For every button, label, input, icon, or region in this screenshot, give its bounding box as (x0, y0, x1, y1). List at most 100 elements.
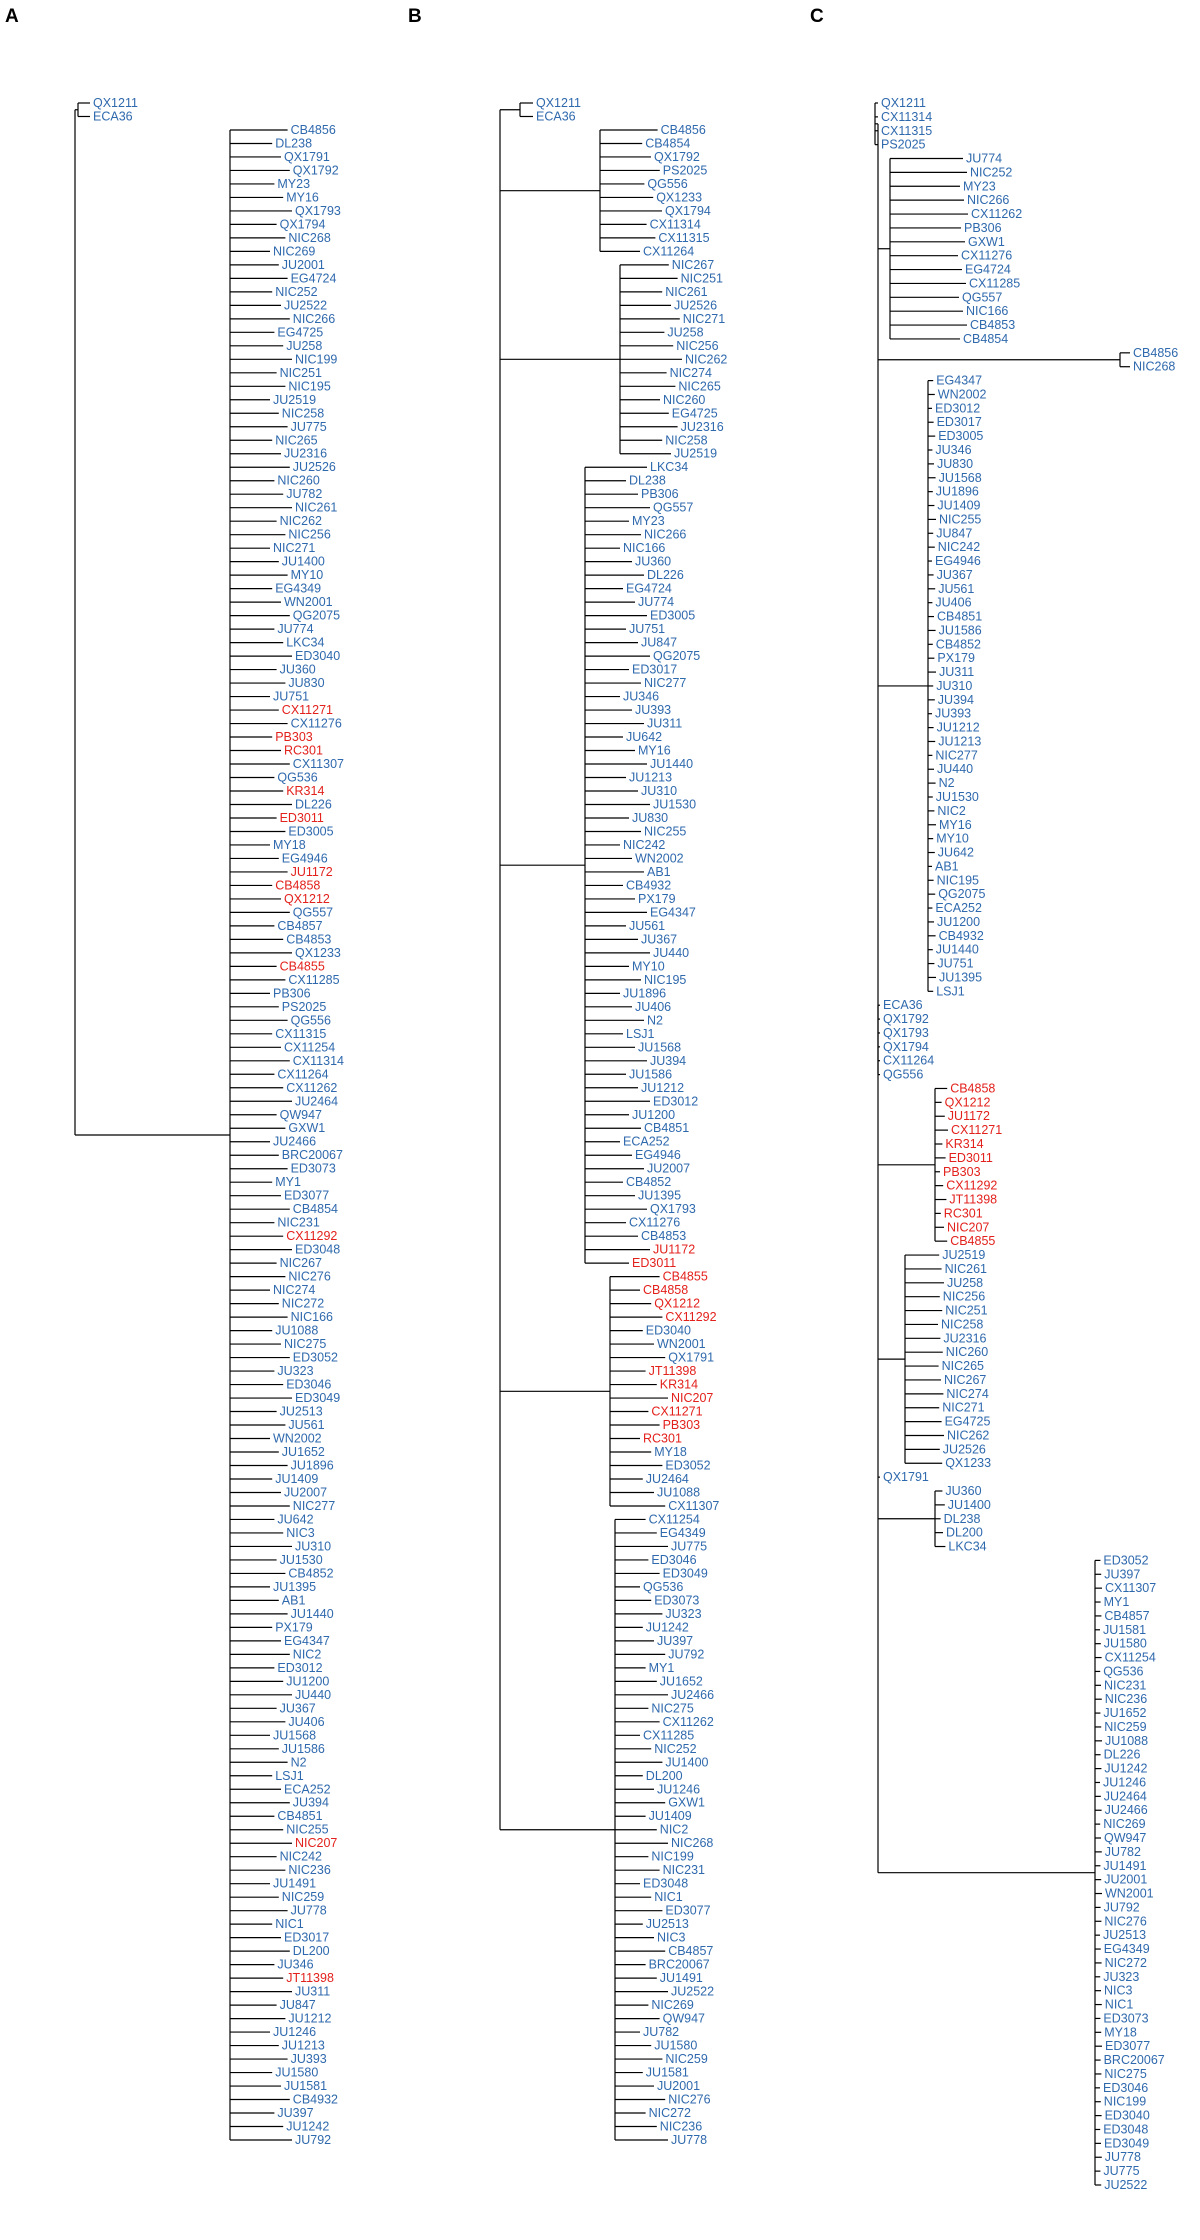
leaf-label: MY18 (1104, 2025, 1137, 2039)
leaf-label: MY23 (963, 179, 996, 193)
leaf-label: NIC260 (946, 1345, 988, 1359)
leaf-label: JU2007 (284, 1485, 327, 1499)
leaf-label: NIC236 (288, 1863, 330, 1877)
leaf-label: ED3077 (665, 1904, 710, 1918)
leaf-label: CX11292 (286, 1229, 337, 1243)
leaf-label: QW947 (1104, 1831, 1146, 1845)
leaf-label: JU2519 (273, 393, 316, 407)
leaf-label: JU440 (653, 946, 689, 960)
leaf-label: EG4724 (626, 582, 672, 596)
leaf-label: QG557 (653, 501, 693, 515)
leaf-label: NIC269 (651, 1998, 693, 2012)
leaf-label: NIC256 (676, 339, 718, 353)
leaf-label: JU847 (280, 1998, 316, 2012)
leaf-label: JU310 (936, 679, 972, 693)
leaf-label: CX11292 (665, 1310, 716, 1324)
leaf-label: EG4946 (282, 851, 328, 865)
leaf-label: JU1581 (646, 2066, 689, 2080)
leaf-label: EG4347 (936, 374, 982, 388)
leaf-label: JU792 (295, 2133, 331, 2147)
leaf-label: JU782 (643, 2025, 679, 2039)
leaf-label: JU2466 (671, 1688, 714, 1702)
leaf-label: BRC20067 (282, 1148, 343, 1162)
leaf-label: JU360 (945, 1484, 981, 1498)
leaf-label: PS2025 (282, 1000, 327, 1014)
leaf-label: QX1212 (284, 892, 330, 906)
leaf-label: JU2001 (282, 258, 325, 272)
leaf-label: JU406 (288, 1715, 324, 1729)
leaf-label: CX11307 (668, 1499, 719, 1513)
leaf-label: AB1 (935, 859, 959, 873)
leaf-label: JU1400 (948, 1498, 991, 1512)
leaf-label: NIC267 (944, 1373, 986, 1387)
leaf-label: CB4857 (1104, 1609, 1149, 1623)
leaf-label: ED3017 (284, 1931, 329, 1945)
leaf-label: NIC275 (284, 1337, 326, 1351)
leaf-label: ED3005 (288, 824, 333, 838)
leaf-label: JU775 (291, 420, 327, 434)
leaf-label: JU1400 (665, 1755, 708, 1769)
leaf-label: JU847 (641, 636, 677, 650)
leaf-label: QX1212 (945, 1095, 991, 1109)
leaf-label: CX11262 (286, 1081, 337, 1095)
leaf-label: BRC20067 (649, 1958, 710, 1972)
leaf-label: EG4725 (672, 406, 718, 420)
leaf-label: JU2522 (1104, 2178, 1147, 2192)
leaf-label: JU561 (288, 1418, 324, 1432)
leaf-label: CB4853 (286, 932, 331, 946)
leaf-label: ED3011 (949, 1151, 993, 1165)
leaf-label: JU774 (638, 595, 674, 609)
leaf-label: CX11314 (650, 217, 701, 231)
leaf-label: CB4854 (963, 332, 1008, 346)
leaf-label: JU311 (939, 665, 974, 679)
leaf-label: JU1896 (291, 1458, 334, 1472)
leaf-label: NIC265 (275, 433, 317, 447)
leaf-label: MY10 (291, 568, 324, 582)
leaf-label: ED3017 (632, 663, 677, 677)
leaf-label: CX11314 (881, 110, 932, 124)
leaf-label: JU397 (657, 1634, 693, 1648)
leaf-label: JU310 (641, 784, 677, 798)
leaf-label: QX1211 (536, 96, 581, 110)
leaf-label: NIC256 (943, 1290, 985, 1304)
leaf-label: CB4851 (644, 1121, 689, 1135)
leaf-label: KR314 (286, 784, 324, 798)
leaf-label: PB306 (273, 986, 311, 1000)
leaf-label: NIC265 (942, 1359, 984, 1373)
leaf-label: ECA252 (284, 1782, 331, 1796)
leaf-label: JU1242 (646, 1620, 689, 1634)
leaf-label: QX1233 (945, 1456, 991, 1470)
leaf-label: ECA252 (623, 1135, 670, 1149)
leaf-label: NIC255 (644, 824, 686, 838)
leaf-label: NIC258 (665, 433, 707, 447)
leaf-label: JU406 (935, 596, 971, 610)
leaf-label: NIC266 (644, 528, 686, 542)
leaf-label: QX1792 (293, 163, 339, 177)
leaf-label: CX11276 (291, 717, 342, 731)
leaf-label: JU394 (938, 693, 974, 707)
leaf-label: ED3048 (295, 1243, 340, 1257)
leaf-label: JU1581 (284, 2079, 327, 2093)
leaf-label: NIC252 (275, 285, 317, 299)
leaf-label: JU1530 (653, 797, 696, 811)
leaf-label: QG2075 (293, 609, 340, 623)
leaf-label: NIC269 (1103, 1817, 1145, 1831)
leaf-label: ED3046 (651, 1553, 696, 1567)
leaf-label: JU2466 (1105, 1803, 1148, 1817)
leaf-label: NIC274 (670, 366, 712, 380)
leaf-label: MY10 (936, 832, 969, 846)
leaf-label: NIC199 (1104, 2095, 1146, 2109)
leaf-label: QX1794 (280, 217, 326, 231)
leaf-label: NIC277 (644, 676, 686, 690)
leaf-label: JU1212 (937, 721, 980, 735)
leaf-label: NIC258 (941, 1317, 983, 1331)
leaf-label: DL238 (275, 136, 312, 150)
leaf-label: PS2025 (881, 138, 926, 152)
leaf-label: JU1213 (629, 771, 672, 785)
leaf-label: ED3073 (1103, 2011, 1148, 2025)
leaf-label: EG4724 (965, 263, 1011, 277)
leaf-label: CX11315 (275, 1027, 326, 1041)
leaf-label: CB4853 (641, 1229, 686, 1243)
leaf-label: NIC231 (663, 1863, 705, 1877)
